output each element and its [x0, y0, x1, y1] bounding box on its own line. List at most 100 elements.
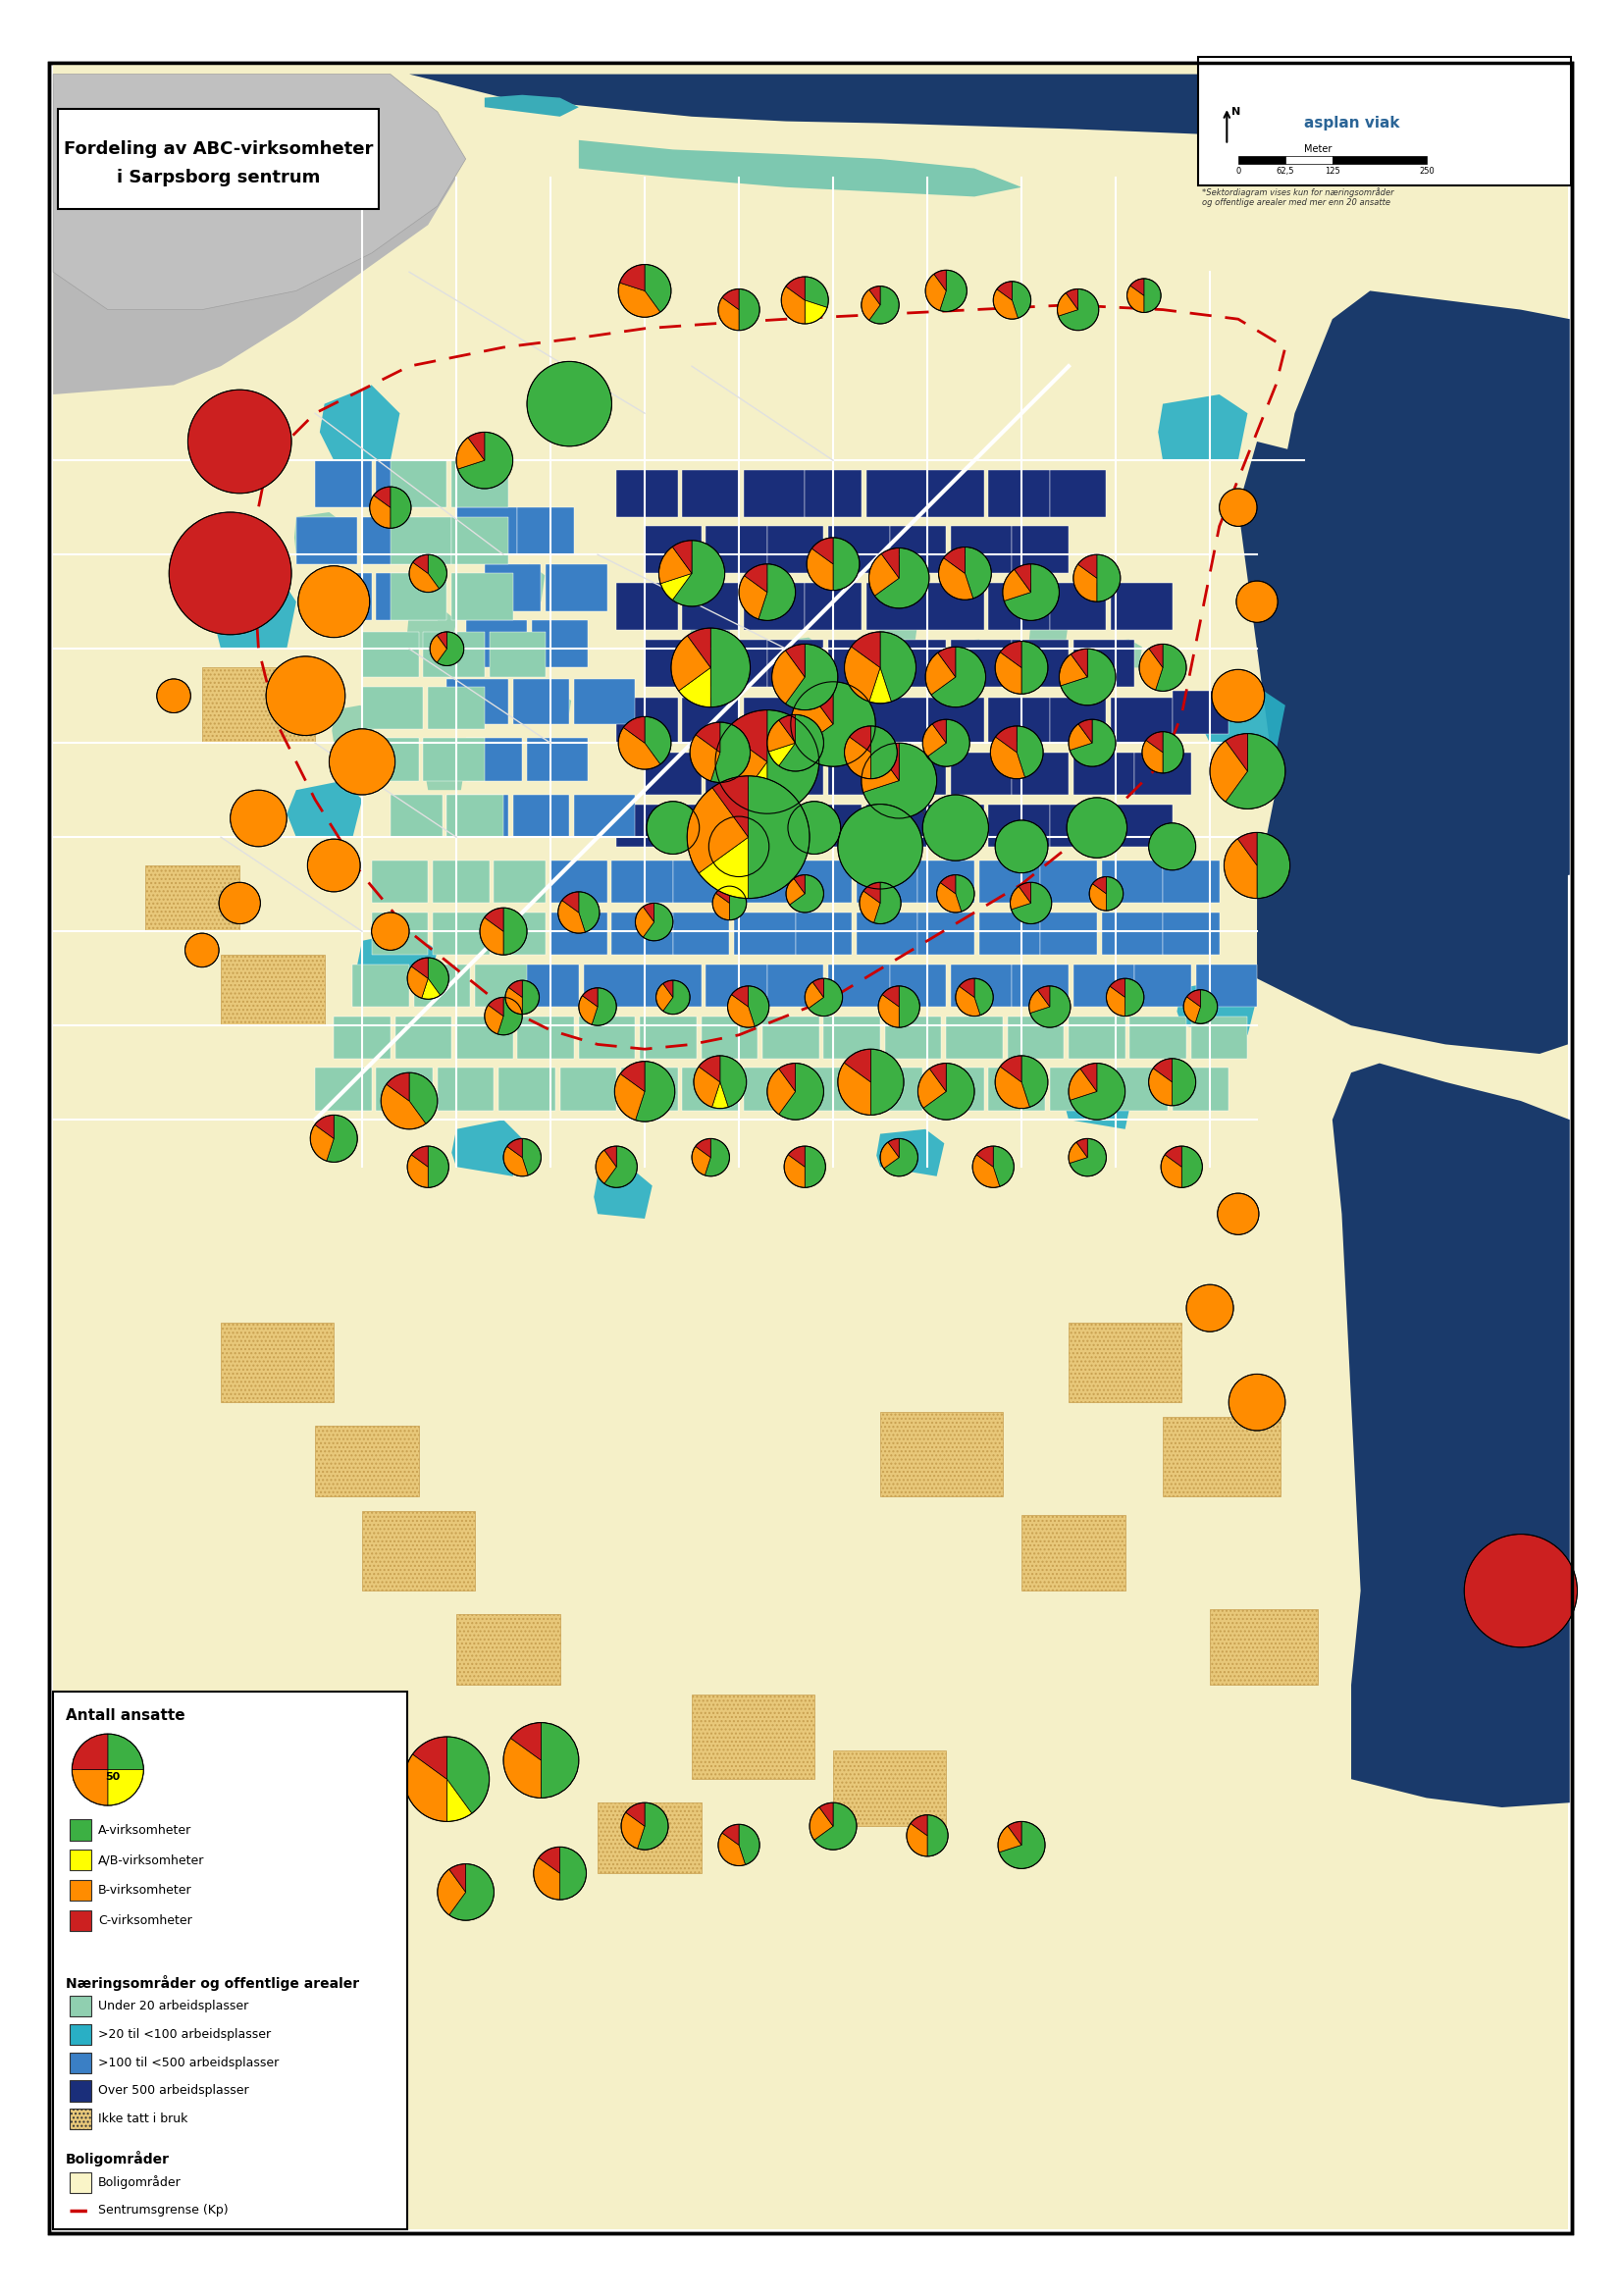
Wedge shape — [457, 439, 485, 468]
Wedge shape — [504, 907, 527, 955]
Bar — [70, 1821, 91, 1841]
Wedge shape — [812, 978, 823, 996]
Bar — [890, 526, 947, 574]
Wedge shape — [527, 360, 611, 445]
Wedge shape — [807, 549, 833, 590]
Wedge shape — [381, 1084, 426, 1130]
Wedge shape — [767, 1068, 796, 1114]
Bar — [376, 461, 438, 507]
Wedge shape — [1464, 1534, 1577, 1646]
Wedge shape — [647, 801, 699, 854]
Bar — [856, 861, 917, 902]
Bar — [1130, 1017, 1187, 1058]
Text: B-virksomheter: B-virksomheter — [99, 1885, 193, 1896]
Bar — [890, 753, 947, 794]
Bar — [220, 1322, 334, 1403]
Wedge shape — [964, 546, 992, 599]
Wedge shape — [428, 1146, 449, 1187]
Polygon shape — [691, 615, 731, 650]
Wedge shape — [1080, 1063, 1097, 1091]
Wedge shape — [759, 565, 796, 620]
Wedge shape — [663, 980, 691, 1015]
Bar — [465, 739, 522, 781]
Wedge shape — [449, 1864, 465, 1892]
Polygon shape — [593, 1171, 652, 1219]
Bar — [490, 631, 546, 677]
Wedge shape — [1076, 1139, 1088, 1157]
Wedge shape — [1068, 1068, 1097, 1100]
Wedge shape — [809, 978, 843, 1017]
Bar — [927, 583, 984, 629]
Wedge shape — [838, 1063, 870, 1116]
Wedge shape — [559, 1846, 587, 1899]
Wedge shape — [833, 537, 859, 590]
Wedge shape — [814, 1802, 856, 1851]
Wedge shape — [1172, 1058, 1196, 1107]
Bar — [314, 1426, 418, 1497]
Wedge shape — [838, 804, 922, 889]
Bar — [353, 964, 408, 1006]
Wedge shape — [786, 645, 806, 677]
Wedge shape — [314, 1116, 334, 1139]
Wedge shape — [812, 537, 833, 565]
Polygon shape — [295, 512, 349, 556]
Text: *Sektordiagram vises kun for næringsområder
og offentlige arealer med mer enn 20: *Sektordiagram vises kun for næringsområ… — [1203, 188, 1394, 207]
Wedge shape — [405, 1754, 447, 1821]
Wedge shape — [1130, 278, 1144, 296]
Wedge shape — [408, 563, 439, 592]
Wedge shape — [739, 289, 760, 331]
Polygon shape — [53, 83, 457, 395]
Wedge shape — [974, 978, 994, 1015]
Wedge shape — [694, 1068, 720, 1107]
Wedge shape — [1015, 565, 1031, 592]
Wedge shape — [533, 1857, 559, 1899]
Bar — [452, 517, 507, 565]
Wedge shape — [728, 994, 755, 1026]
Bar — [512, 680, 569, 723]
Polygon shape — [879, 620, 917, 650]
Bar — [371, 912, 428, 955]
Polygon shape — [1029, 620, 1068, 650]
Wedge shape — [943, 546, 964, 574]
Wedge shape — [791, 689, 833, 748]
Wedge shape — [447, 1779, 472, 1821]
Wedge shape — [687, 788, 749, 872]
Wedge shape — [1153, 1058, 1172, 1081]
Wedge shape — [107, 1770, 144, 1805]
Bar — [396, 1017, 452, 1058]
Text: Boligområder: Boligområder — [99, 2174, 182, 2188]
Wedge shape — [407, 967, 428, 999]
Wedge shape — [635, 907, 655, 937]
Bar — [682, 698, 739, 744]
Bar — [203, 668, 314, 744]
Wedge shape — [413, 556, 428, 574]
Bar — [391, 794, 443, 838]
Wedge shape — [1183, 996, 1201, 1022]
Bar — [1012, 526, 1068, 574]
Bar — [673, 912, 729, 955]
Polygon shape — [452, 1120, 522, 1176]
Bar — [371, 861, 428, 902]
Bar — [952, 753, 1012, 794]
Wedge shape — [911, 1814, 927, 1835]
Wedge shape — [778, 714, 823, 771]
Wedge shape — [851, 631, 880, 668]
Wedge shape — [869, 287, 900, 324]
Wedge shape — [592, 987, 616, 1026]
Wedge shape — [373, 487, 391, 507]
Wedge shape — [1149, 645, 1162, 668]
Bar — [1172, 1068, 1229, 1111]
Wedge shape — [940, 875, 955, 893]
Bar — [1012, 638, 1068, 687]
Bar — [611, 912, 673, 955]
Wedge shape — [712, 776, 749, 838]
Wedge shape — [1029, 985, 1070, 1026]
Wedge shape — [1209, 742, 1248, 801]
Bar — [70, 1995, 91, 2016]
Bar — [692, 1694, 814, 1779]
Wedge shape — [1224, 838, 1256, 898]
Text: Fordeling av ABC-virksomheter: Fordeling av ABC-virksomheter — [65, 140, 374, 158]
Text: Boligområder: Boligområder — [65, 2151, 170, 2167]
Wedge shape — [438, 1869, 465, 1915]
Wedge shape — [806, 278, 828, 308]
